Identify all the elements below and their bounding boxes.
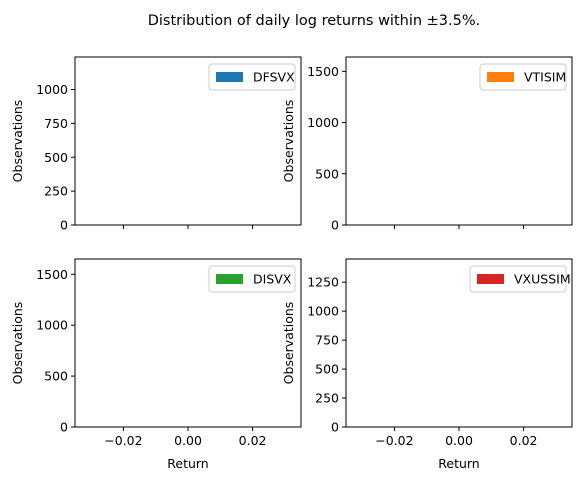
x-axis-label: Return [167,456,208,471]
legend-swatch [477,274,504,284]
y-tick-label: 1250 [307,275,339,290]
x-tick-label: 0.02 [239,433,267,448]
y-tick-label: 1000 [36,318,68,333]
y-tick-label: 1000 [307,115,339,130]
y-tick-label: 750 [315,333,339,348]
x-axis-label: Return [438,456,479,471]
legend-label: DISVX [253,272,292,287]
x-tick-label: 0.00 [445,433,473,448]
legend: VXUSSIM [469,265,571,293]
legend-swatch [487,72,514,82]
legend: VTISIM [479,63,567,91]
y-tick-label: 0 [331,218,339,233]
legend-label: DFSVX [253,70,295,85]
legend-box [479,63,567,91]
y-tick-label: 500 [315,362,339,377]
subplot-1: 0 250 500 750 1000 Observations DFSVX [10,56,302,233]
y-tick-label: 250 [44,184,68,199]
y-tick-label: 1500 [36,267,68,282]
legend: DISVX [208,265,296,293]
y-tick-label: 1000 [36,82,68,97]
y-axis-label: Observations [281,302,296,385]
y-tick-label: 0 [60,218,68,233]
legend-box [208,265,296,293]
y-axis-label: Observations [10,100,25,183]
y-tick-label: 1500 [307,64,339,79]
subplot-3: 0 500 1000 1500 −0.02 0.00 0.02 Observations Ret… [10,258,302,471]
subplot-grid: 0 250 500 750 1000 Observations DFSVX 0 500 1000 1… [10,56,573,471]
x-tick-label: 0.02 [510,433,538,448]
y-tick-label: 500 [315,166,339,181]
subplot-2: 0 500 1000 1500 Observations VTISIM [281,56,573,233]
x-tick-label: 0.00 [174,433,202,448]
legend: DFSVX [208,63,296,91]
y-axis-label: Observations [281,100,296,183]
y-tick-label: 250 [315,391,339,406]
legend-swatch [216,274,243,284]
y-axis-label: Observations [10,302,25,385]
subplot-4: 0 250 500 750 1000 1250 −0.02 0.00 0.02 Observati… [281,258,573,471]
y-tick-label: 0 [60,420,68,435]
figure-title: Distribution of daily log returns within… [148,13,481,29]
y-tick-label: 0 [331,420,339,435]
legend-box [208,63,296,91]
y-tick-label: 1000 [307,304,339,319]
y-tick-label: 500 [44,150,68,165]
legend-swatch [216,72,243,82]
y-tick-label: 750 [44,116,68,131]
y-tick-label: 500 [44,369,68,384]
x-tick-label: −0.02 [375,433,413,448]
legend-label: VTISIM [524,70,566,85]
legend-box [469,265,567,293]
x-tick-label: −0.02 [104,433,142,448]
legend-label: VXUSSIM [514,272,571,287]
